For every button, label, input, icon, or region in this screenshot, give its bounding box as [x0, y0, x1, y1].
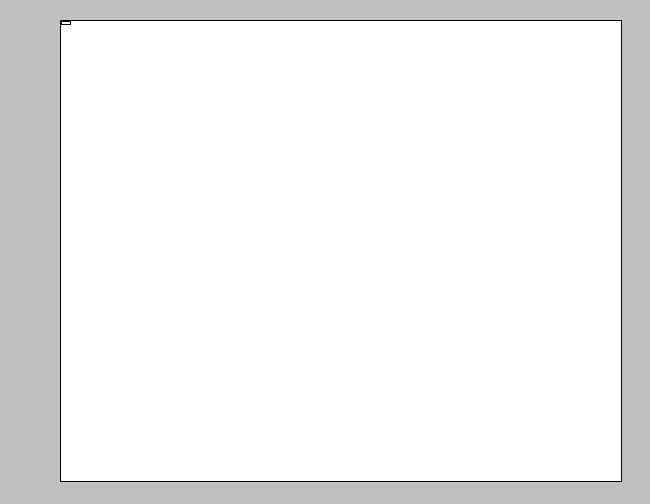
- figure-window: [0, 0, 650, 504]
- surface-canvas: [61, 21, 621, 481]
- axes-3d: [60, 20, 622, 482]
